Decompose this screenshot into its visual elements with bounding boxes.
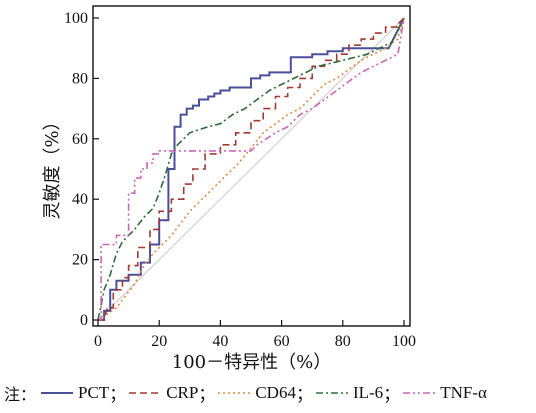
legend-separator: ；	[109, 385, 127, 404]
x-tick-label: 40	[212, 333, 228, 350]
legend-item: PCT；	[40, 380, 126, 405]
y-axis-label: 灵敏度（%）	[42, 112, 63, 219]
series-layer	[97, 17, 405, 321]
x-tick-label: 20	[151, 333, 167, 350]
legend-swatch	[315, 391, 348, 394]
legend-swatch	[41, 391, 74, 394]
x-tick-label: 100	[392, 333, 416, 350]
series-line-pct	[98, 17, 405, 321]
legend-label: CD64	[255, 382, 296, 402]
legend-swatch	[129, 391, 162, 394]
legend-item: IL-6；	[315, 380, 400, 405]
y-axis-ticks: 0 20 40 60 80 100	[64, 10, 99, 329]
legend-separator: ；	[295, 385, 313, 404]
legend-label: IL-6	[352, 382, 384, 402]
series-line-il-6	[97, 17, 405, 321]
y-tick-label: 0	[80, 312, 88, 329]
legend-separator: ；	[198, 385, 216, 404]
legend-items: PCT； CRP； CD64； IL-6； TNF-α	[40, 380, 489, 405]
x-tick-label: 80	[335, 333, 351, 350]
legend-label: PCT	[78, 382, 110, 402]
series-line-crp	[98, 17, 405, 321]
x-axis-label: 100－特异性（%）	[172, 352, 331, 373]
y-tick-label: 80	[72, 70, 88, 87]
plot-frame	[92, 5, 411, 327]
legend-label: TNF-α	[440, 382, 487, 402]
legend-item: CRP；	[128, 380, 215, 405]
x-axis-ticks: 0 20 40 60 80 100	[94, 320, 416, 350]
series-line-cd64	[97, 17, 405, 321]
y-tick-label: 100	[64, 10, 88, 27]
x-tick-label: 0	[94, 333, 102, 350]
plot-area: 0 20 40 60 80 100 0 20 40 60 80 100	[64, 5, 416, 350]
legend-swatch	[403, 391, 436, 394]
legend: 注： PCT； CRP； CD64； IL-6； TNF-α	[4, 380, 489, 405]
y-tick-label: 20	[72, 252, 88, 269]
y-tick-label: 60	[72, 131, 88, 148]
y-tick-label: 40	[72, 191, 88, 208]
diagonal-reference-line	[97, 17, 405, 321]
legend-item: CD64；	[217, 380, 313, 405]
legend-separator: ；	[383, 385, 401, 404]
series-line-tnf	[98, 17, 405, 321]
legend-swatch	[218, 391, 251, 394]
x-tick-label: 60	[274, 333, 290, 350]
legend-label: CRP	[166, 382, 199, 402]
legend-note: 注：	[4, 384, 37, 404]
legend-item: TNF-α	[402, 383, 487, 403]
